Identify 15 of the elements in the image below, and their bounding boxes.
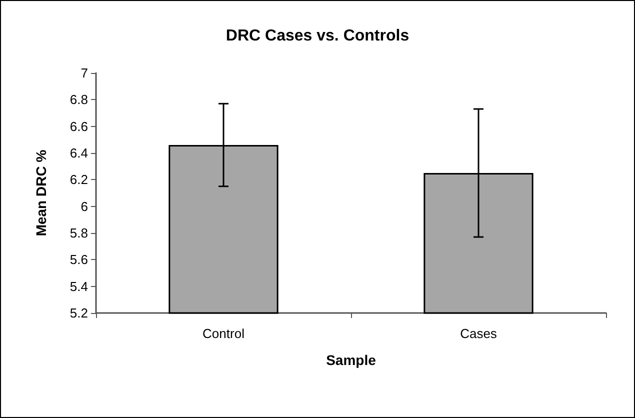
y-tick-label: 6.2 [70,172,88,188]
y-tick-label: 5.2 [70,306,88,320]
x-tick-label: Control [202,326,245,341]
y-tick-label: 6.8 [70,92,88,108]
y-tick-label: 5.6 [70,252,88,268]
y-tick-label: 5.8 [70,226,88,240]
y-tick-label: 6.6 [70,118,88,134]
x-axis-title: Sample [326,352,376,368]
y-tick-label: 5.4 [70,278,88,294]
chart-title: DRC Cases vs. Controls [226,28,410,44]
x-tick-label: Cases [460,326,498,341]
y-tick-label: 7 [80,66,88,80]
y-tick-label: 6.4 [70,146,88,160]
y-tick-label: 6 [80,198,88,214]
y-axis-title: Mean DRC % [33,149,49,236]
